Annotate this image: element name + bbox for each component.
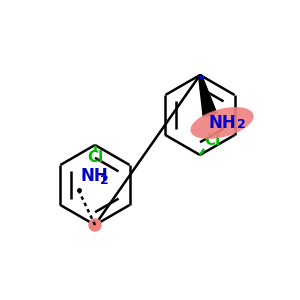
Polygon shape — [199, 75, 217, 117]
Text: NH: NH — [81, 167, 109, 185]
Text: Cl: Cl — [87, 150, 103, 165]
Text: 2: 2 — [237, 118, 246, 131]
Circle shape — [89, 219, 101, 231]
Text: 2: 2 — [100, 174, 109, 187]
Text: Cl: Cl — [204, 133, 220, 148]
Text: NH: NH — [208, 114, 236, 132]
Ellipse shape — [190, 107, 254, 139]
